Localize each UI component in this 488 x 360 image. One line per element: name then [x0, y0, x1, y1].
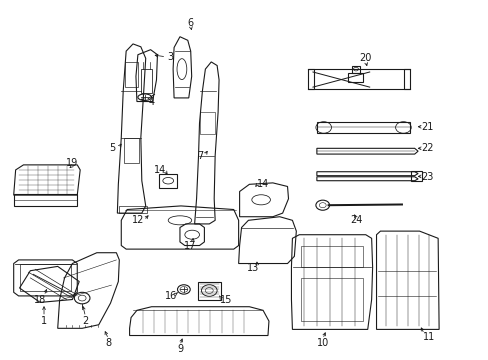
Text: 7: 7 [197, 150, 203, 161]
Text: 22: 22 [421, 143, 433, 153]
Text: 24: 24 [349, 215, 362, 225]
Text: 13: 13 [246, 263, 259, 273]
Text: 12: 12 [131, 215, 144, 225]
Text: 21: 21 [421, 122, 433, 132]
Text: 15: 15 [219, 294, 232, 305]
Text: 16: 16 [164, 291, 177, 301]
Text: 11: 11 [422, 332, 435, 342]
Text: 9: 9 [177, 344, 183, 354]
Text: 17: 17 [183, 240, 196, 251]
Text: 10: 10 [316, 338, 328, 348]
Text: 18: 18 [34, 294, 46, 305]
Text: 5: 5 [109, 143, 115, 153]
Text: 19: 19 [66, 158, 79, 168]
Text: 20: 20 [359, 53, 371, 63]
Text: 14: 14 [256, 179, 269, 189]
Text: 14: 14 [154, 165, 166, 175]
Text: 8: 8 [105, 338, 111, 348]
Text: 23: 23 [421, 172, 433, 182]
Text: 4: 4 [148, 96, 154, 107]
Text: 3: 3 [167, 52, 173, 62]
Text: 2: 2 [82, 316, 88, 326]
Text: 6: 6 [187, 18, 193, 28]
Text: 1: 1 [41, 316, 47, 326]
